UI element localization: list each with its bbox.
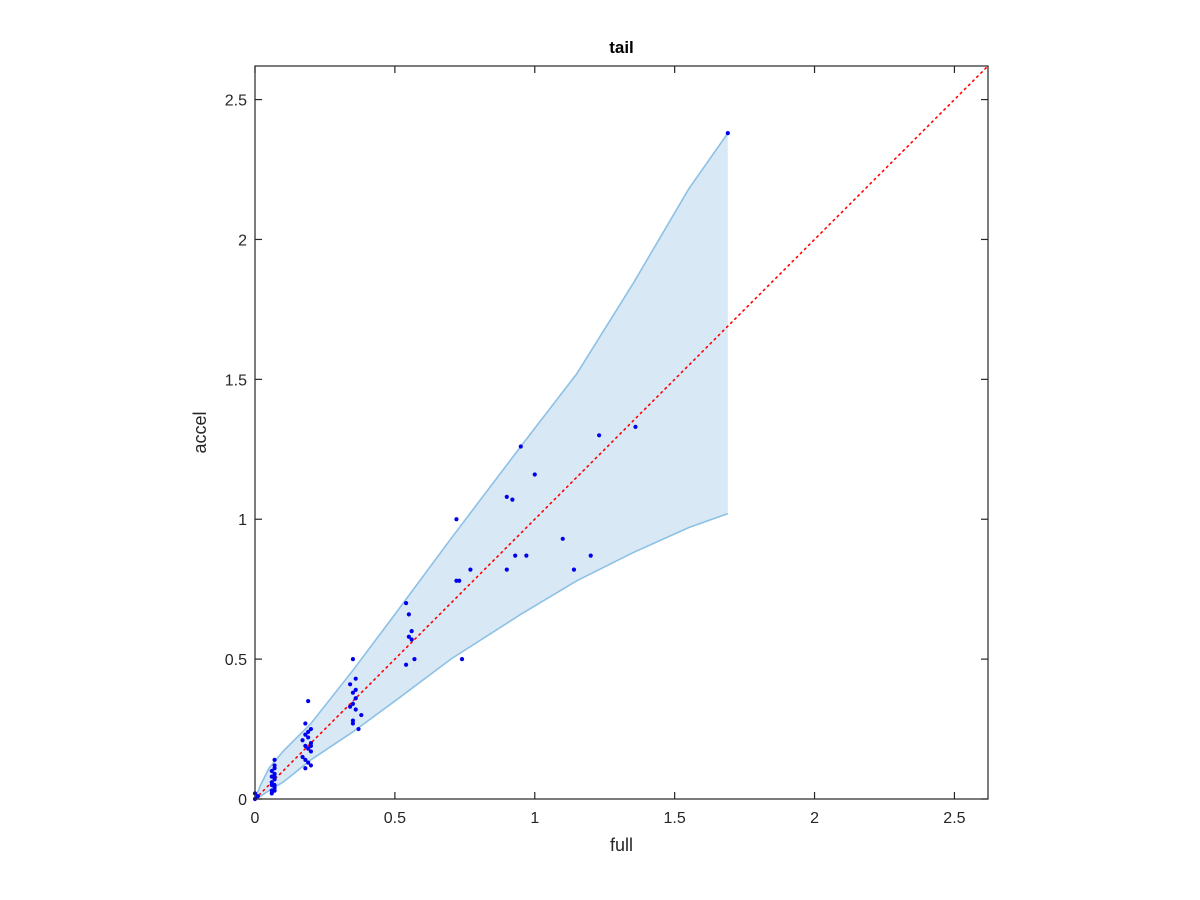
data-point: [406, 612, 411, 617]
data-point: [308, 763, 314, 768]
data-point: [725, 131, 730, 136]
data-point: [306, 729, 311, 734]
plot-area: 0 0.5 1 1.5 2 2.5 0 0.5 1 1.5 2 2.5: [225, 65, 989, 827]
data-point: [306, 698, 311, 704]
data-point: [350, 701, 356, 706]
chart-title: tail: [609, 38, 634, 57]
data-point: [272, 788, 277, 793]
data-point: [269, 768, 274, 774]
data-point: [560, 536, 565, 541]
data-point: [532, 472, 537, 477]
data-point: [518, 444, 523, 449]
data-point: [504, 494, 509, 499]
data-point: [306, 735, 311, 740]
data-point: [300, 738, 305, 743]
data-point: [272, 766, 277, 771]
data-point: [524, 553, 529, 558]
data-point: [272, 757, 277, 762]
data-point: [513, 553, 518, 558]
band-upper-edge: [255, 132, 729, 799]
data-point: [350, 721, 356, 726]
data-point: [308, 726, 314, 732]
data-point: [457, 578, 462, 583]
data-point: [350, 690, 356, 695]
data-point: [308, 743, 314, 748]
data-point: [588, 553, 593, 558]
x-tick-label: 2: [810, 810, 819, 827]
x-tick-label: 1.5: [664, 810, 686, 827]
data-point: [348, 682, 353, 687]
data-point: [510, 497, 515, 502]
data-point: [308, 749, 314, 754]
confidence-band: [255, 132, 729, 799]
data-point: [303, 766, 308, 771]
data-point: [303, 743, 308, 748]
y-tick-label: 0.5: [225, 652, 247, 669]
data-point: [255, 794, 260, 799]
x-tick-label: 0.5: [384, 810, 406, 827]
y-tick-label: 2: [238, 232, 247, 249]
data-point: [504, 567, 509, 572]
reference-line: [255, 66, 988, 799]
x-tick-label: 2.5: [943, 810, 965, 827]
data-point: [353, 707, 358, 712]
data-point: [571, 567, 577, 572]
data-point: [303, 721, 308, 726]
data-point: [306, 746, 311, 751]
axes-frame: [254, 65, 989, 800]
data-point: [459, 657, 465, 662]
data-point: [403, 601, 409, 606]
data-point: [353, 696, 358, 701]
data-point: [406, 634, 411, 639]
data-point: [306, 760, 311, 765]
data-points: [252, 131, 730, 802]
data-point: [350, 657, 356, 662]
data-point: [403, 662, 409, 667]
x-axis-label: full: [610, 835, 633, 855]
data-point: [412, 657, 417, 662]
data-point: [597, 433, 602, 438]
x-tick-label: 1: [530, 810, 539, 827]
identity-line: [255, 66, 988, 799]
y-tick-label: 1.5: [225, 372, 247, 389]
data-point: [353, 687, 358, 692]
data-point: [409, 637, 414, 642]
data-point: [348, 704, 353, 709]
axis-ticks: 0 0.5 1 1.5 2 2.5 0 0.5 1 1.5 2 2.5: [225, 66, 988, 827]
data-point: [409, 629, 414, 634]
data-point: [468, 567, 473, 572]
data-point: [633, 424, 638, 429]
data-point: [359, 712, 364, 718]
y-axis-label: accel: [190, 411, 210, 453]
data-point: [269, 782, 274, 788]
axes-box: [254, 65, 989, 800]
data-point: [303, 757, 308, 762]
y-tick-label: 0: [238, 792, 247, 809]
band-lower-edge: [255, 512, 729, 799]
y-tick-label: 1: [238, 512, 247, 529]
y-tick-label: 2.5: [225, 93, 247, 110]
x-tick-label: 0: [251, 810, 260, 827]
data-point: [353, 676, 358, 681]
data-point: [300, 754, 305, 760]
data-point: [454, 517, 459, 522]
data-point: [356, 726, 361, 732]
data-point: [272, 774, 277, 779]
data-point: [303, 732, 308, 737]
data-point: [269, 791, 274, 796]
